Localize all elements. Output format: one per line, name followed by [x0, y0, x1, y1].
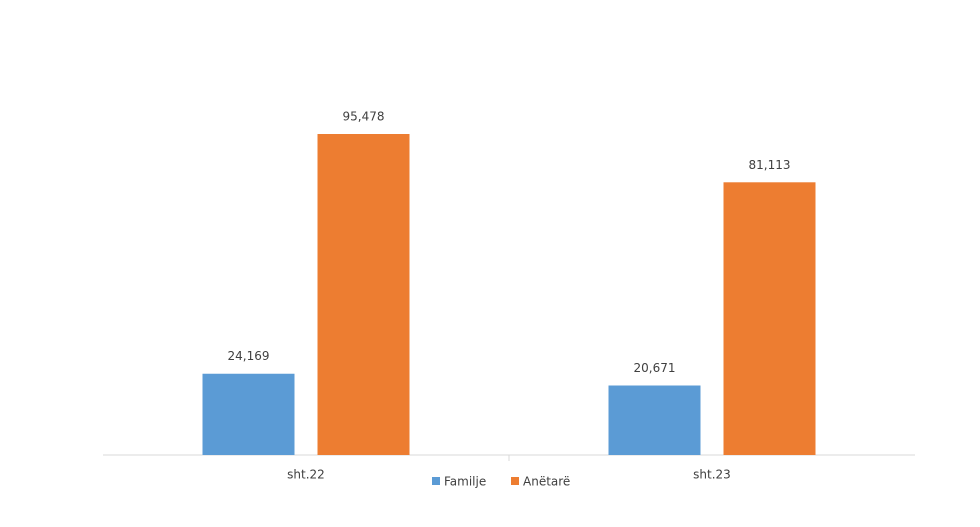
value-label: 95,478	[343, 110, 385, 124]
legend-swatch	[432, 477, 440, 485]
legend-label: Anëtarë	[523, 475, 570, 489]
value-label: 81,113	[749, 158, 791, 172]
legend-label: Familje	[444, 475, 486, 489]
bar	[202, 373, 295, 455]
bar	[317, 134, 410, 455]
legend-swatch	[511, 477, 519, 485]
bar	[723, 182, 816, 455]
value-label: 24,169	[228, 349, 270, 363]
bar	[608, 385, 701, 455]
x-tick-label: sht.23	[693, 468, 731, 482]
x-tick-label: sht.22	[287, 468, 325, 482]
value-label: 20,671	[634, 361, 676, 375]
